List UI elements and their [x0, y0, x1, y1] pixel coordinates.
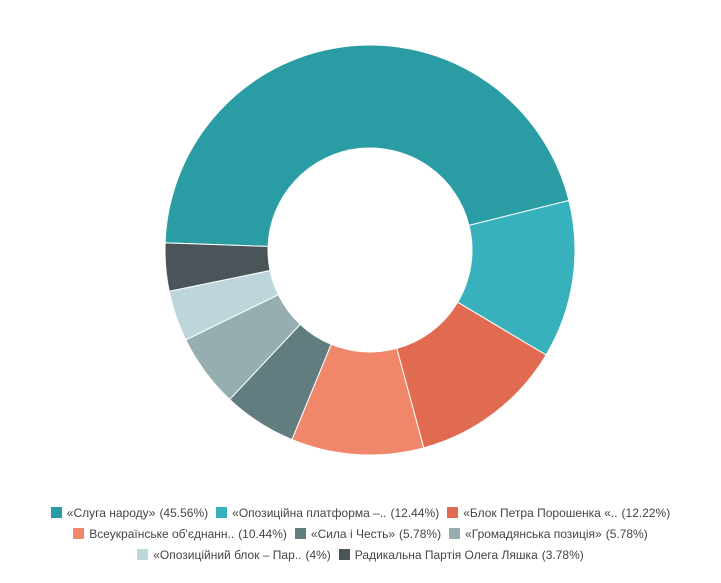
slice [164, 44, 570, 247]
legend-label: «Громадянська позиція» [465, 526, 602, 541]
legend-item[interactable]: «Опозиційна платформа –.. (12.44%) [216, 506, 439, 520]
legend-label: Всеукраїнське об'єднанн.. [89, 526, 235, 541]
legend-swatch [73, 528, 85, 539]
legend-value: (5.78%) [605, 526, 648, 541]
legend-label: «Блок Петра Порошенка «.. [463, 505, 618, 520]
legend-label: Радикальна Партія Олега Ляшка [354, 547, 538, 562]
legend-swatch [449, 528, 461, 539]
legend-label: «Слуга народу» [66, 505, 156, 520]
legend-swatch [50, 507, 62, 518]
chart [164, 44, 576, 456]
legend-value: (3.78%) [541, 547, 584, 562]
legend-swatch [338, 549, 350, 560]
legend-label: «Сила і Честь» [310, 526, 396, 541]
legend-value: (12.44%) [390, 505, 440, 520]
legend-swatch [216, 507, 228, 518]
legend-swatch [137, 549, 149, 560]
legend-value: (10.44%) [238, 526, 287, 541]
legend-item[interactable]: Всеукраїнське об'єднанн.. (10.44%) [73, 527, 287, 541]
legend-item[interactable]: «Сила і Честь» (5.78%) [294, 526, 442, 541]
slice [164, 242, 271, 292]
legend: «Слуга народу» (45.56%) «Опозиційна платфо… [0, 502, 721, 565]
legend-item[interactable]: «Громадянська позиція» (5.78%) [449, 527, 648, 541]
legend-value: (45.56%) [159, 505, 209, 520]
legend-label: «Опозиційний блок – Пар.. [153, 547, 302, 562]
legend-value: (4%) [305, 547, 331, 562]
legend-item[interactable]: «Опозиційний блок – Пар.. (4%) [137, 548, 331, 562]
legend-value: (5.78%) [399, 526, 442, 541]
legend-item[interactable]: Радикальна Партія Олега Ляшка (3.78%) [338, 547, 584, 562]
legend-item[interactable]: «Слуга народу» (45.56%) [50, 505, 209, 520]
legend-value: (12.22%) [621, 505, 671, 520]
legend-label: «Опозиційна платформа –.. [232, 505, 387, 520]
legend-swatch [447, 507, 459, 518]
legend-item[interactable]: «Блок Петра Порошенка «.. (12.22%) [447, 506, 670, 520]
legend-swatch [294, 528, 306, 539]
